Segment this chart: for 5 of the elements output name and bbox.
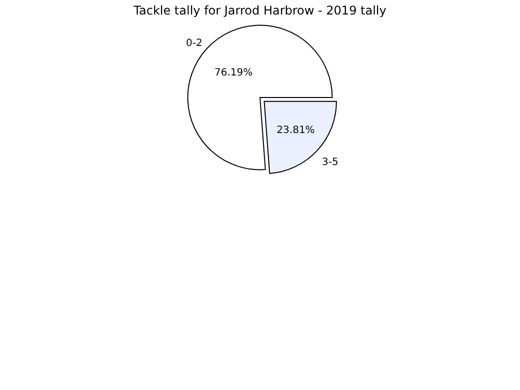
data-label: 23.81% xyxy=(276,125,315,136)
slice-label: 0-2 xyxy=(186,38,202,49)
slice-label: 3-5 xyxy=(322,157,338,168)
data-label: 76.19% xyxy=(214,67,253,78)
chart-title: Tackle tally for Jarrod Harbrow - 2019 tally xyxy=(132,3,386,18)
